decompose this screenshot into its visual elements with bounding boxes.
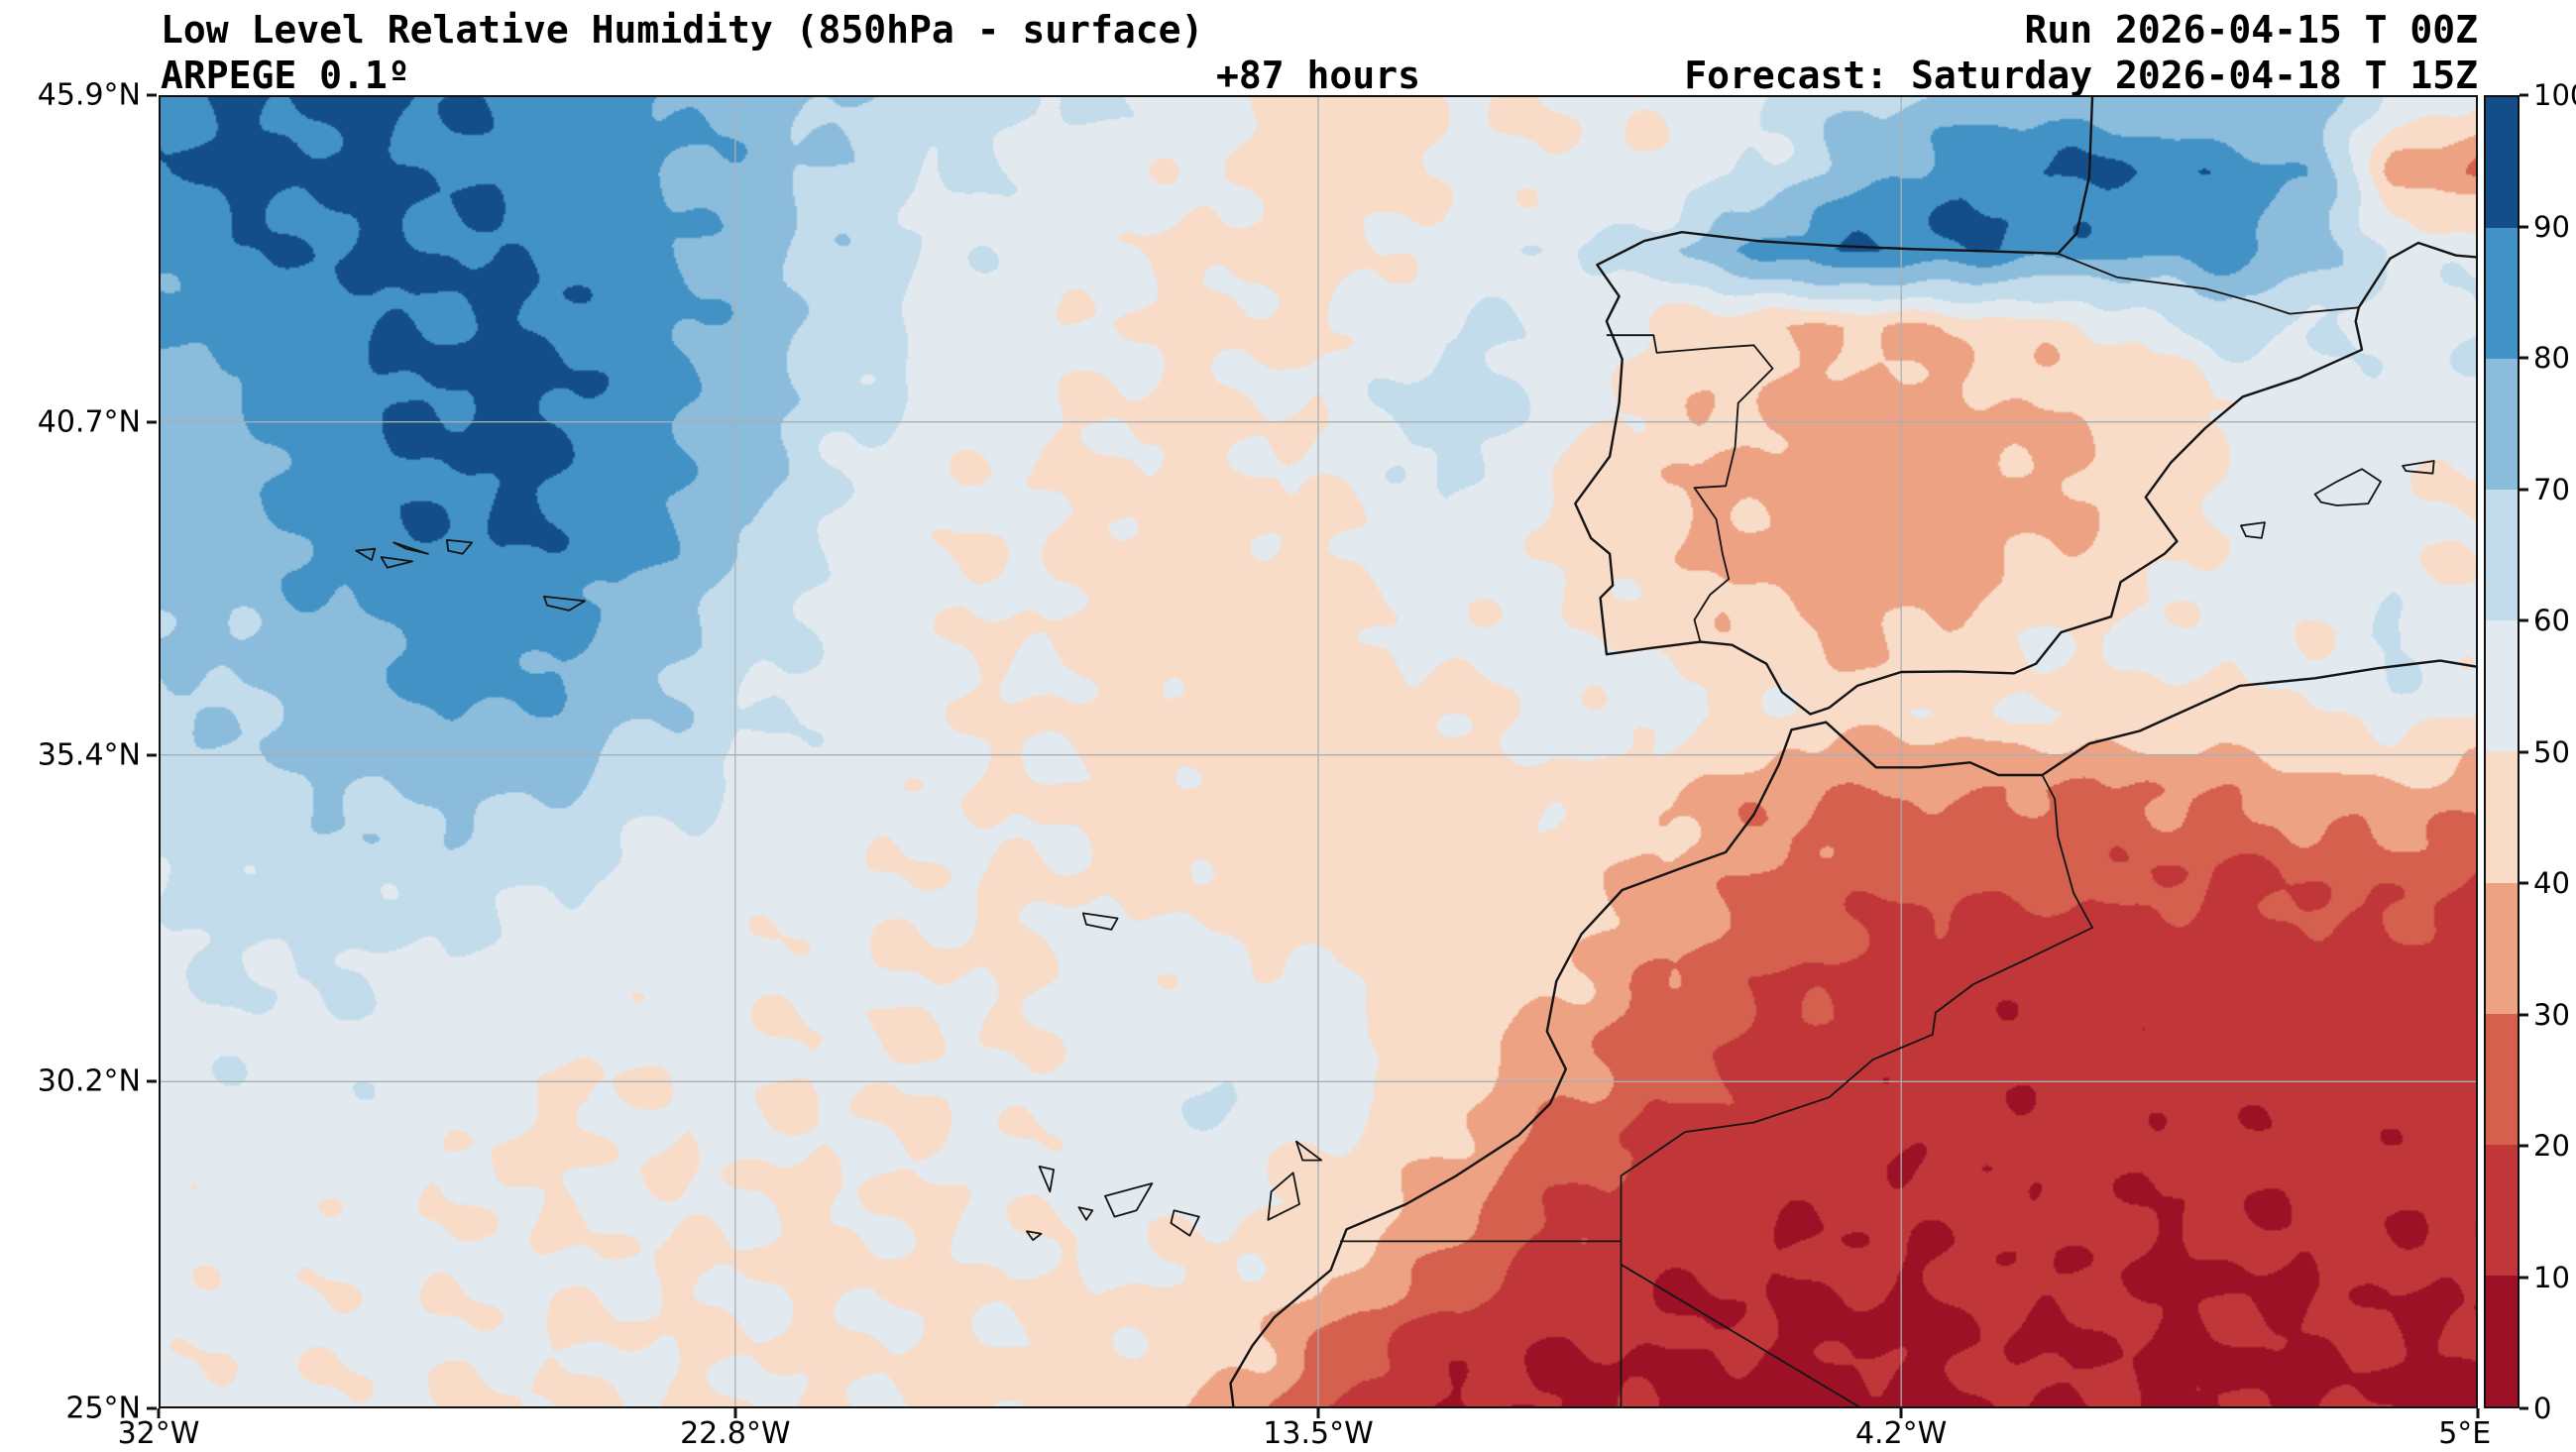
colorbar-segment bbox=[2486, 97, 2518, 229]
humidity-field-canvas bbox=[159, 95, 2478, 1408]
colorbar-tick-label: 80 bbox=[2533, 341, 2570, 375]
run-label: Run 2026-04-15 T 00Z bbox=[2024, 8, 2478, 52]
colorbar-labels: 0 10 20 30 40 50 60 70 80 90 100 bbox=[2520, 78, 2576, 1425]
colorbar-tick-label: 90 bbox=[2533, 209, 2570, 244]
colorbar-tick-label: 20 bbox=[2533, 1129, 2570, 1163]
colorbar-tick-mark bbox=[2520, 881, 2528, 885]
colorbar-segment bbox=[2486, 490, 2518, 621]
colorbar-tick-mark bbox=[2520, 1144, 2528, 1148]
y-tick-mark bbox=[147, 93, 157, 97]
colorbar-tick-mark bbox=[2520, 618, 2528, 622]
colorbar-segment bbox=[2486, 1013, 2518, 1145]
colorbar-tick-label: 60 bbox=[2533, 604, 2570, 637]
x-tick-mark bbox=[733, 1408, 737, 1418]
colorbar-segment bbox=[2486, 751, 2518, 883]
colorbar-segment bbox=[2486, 359, 2518, 491]
colorbar-segment bbox=[2486, 1275, 2518, 1406]
chart-title: Low Level Relative Humidity (850hPa - su… bbox=[161, 8, 1204, 52]
colorbar-tick-mark bbox=[2520, 356, 2528, 360]
y-tick-mark bbox=[147, 1079, 157, 1083]
colorbar-tick-mark bbox=[2520, 1013, 2528, 1016]
x-tick-mark bbox=[1316, 1408, 1320, 1418]
x-tick-label: 32°W bbox=[117, 1416, 200, 1451]
y-tick-mark bbox=[147, 753, 157, 757]
x-tick-mark bbox=[2476, 1408, 2480, 1418]
colorbar-tick-mark bbox=[2520, 225, 2528, 228]
colorbar-tick-mark bbox=[2520, 750, 2528, 753]
colorbar-tick-label: 50 bbox=[2533, 734, 2570, 769]
y-tick-label: 30.2°N bbox=[37, 1063, 141, 1099]
map-plot-area bbox=[159, 95, 2478, 1408]
colorbar-segment bbox=[2486, 882, 2518, 1014]
forecast-label: Forecast: Saturday 2026-04-18 T 15Z bbox=[1684, 54, 2478, 97]
x-tick-label: 22.8°W bbox=[680, 1416, 791, 1451]
colorbar bbox=[2484, 95, 2520, 1408]
colorbar-tick-label: 40 bbox=[2533, 866, 2570, 900]
y-tick-label: 40.7°N bbox=[37, 404, 141, 440]
model-label: ARPEGE 0.1º bbox=[161, 54, 410, 97]
colorbar-tick-label: 30 bbox=[2533, 997, 2570, 1032]
colorbar-tick-mark bbox=[2520, 93, 2528, 97]
colorbar-tick-mark bbox=[2520, 488, 2528, 491]
colorbar-tick-label: 0 bbox=[2533, 1392, 2552, 1425]
x-tick-label: 5°E bbox=[2438, 1416, 2492, 1451]
x-tick-label: 4.2°W bbox=[1854, 1416, 1948, 1451]
y-tick-label: 45.9°N bbox=[37, 77, 141, 113]
colorbar-segment bbox=[2486, 228, 2518, 360]
colorbar-tick-mark bbox=[2520, 1276, 2528, 1279]
colorbar-tick-label: 70 bbox=[2533, 472, 2570, 506]
colorbar-segment bbox=[2486, 1144, 2518, 1276]
x-tick-mark bbox=[157, 1408, 161, 1418]
colorbar-tick-label: 10 bbox=[2533, 1260, 2570, 1294]
y-tick-label: 25°N bbox=[65, 1391, 141, 1426]
y-axis: 45.9°N 40.7°N 35.4°N 30.2°N 25°N bbox=[0, 78, 157, 1426]
colorbar-segment bbox=[2486, 620, 2518, 752]
y-tick-mark bbox=[147, 1406, 157, 1410]
x-axis: 32°W 22.8°W 13.5°W 4.2°W 5°E bbox=[118, 1408, 2491, 1452]
colorbar-tick-mark bbox=[2520, 1406, 2528, 1410]
y-tick-mark bbox=[147, 420, 157, 424]
colorbar-tick-label: 100 bbox=[2533, 78, 2576, 112]
x-tick-mark bbox=[1899, 1408, 1903, 1418]
y-tick-label: 35.4°N bbox=[37, 737, 141, 773]
x-tick-label: 13.5°W bbox=[1263, 1416, 1374, 1451]
